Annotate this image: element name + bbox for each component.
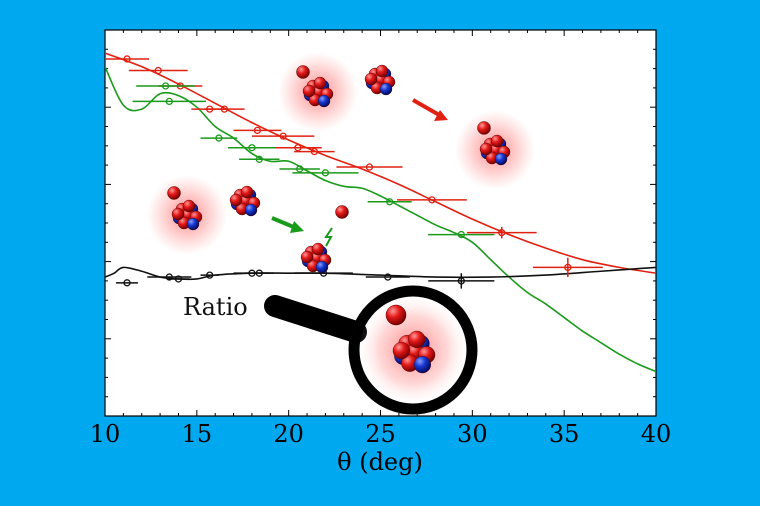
red-data-point bbox=[498, 228, 506, 237]
data-points bbox=[105, 55, 603, 289]
nucleus-icon bbox=[392, 330, 436, 374]
neutron-icon bbox=[244, 203, 258, 217]
green-data-point bbox=[321, 169, 330, 177]
spark-icon bbox=[324, 227, 333, 247]
nucleus-icon bbox=[229, 185, 261, 217]
green-data-point bbox=[296, 165, 304, 173]
black-data-point bbox=[174, 275, 183, 283]
proton-icon bbox=[171, 207, 185, 221]
x-tick-label: 20 bbox=[273, 420, 304, 448]
proton-icon bbox=[375, 64, 389, 78]
x-tick-label: 40 bbox=[641, 420, 672, 448]
x-tick-label: 35 bbox=[549, 420, 580, 448]
proton-icon bbox=[296, 65, 310, 79]
neutron-icon bbox=[413, 356, 431, 374]
black-data-point bbox=[165, 273, 173, 281]
green-data-point bbox=[165, 97, 173, 106]
nucleus-icon bbox=[455, 110, 535, 190]
neutron-icon bbox=[379, 82, 393, 96]
red-data-point bbox=[294, 144, 302, 152]
nuclei-group bbox=[147, 52, 535, 374]
red-data-point bbox=[428, 196, 436, 204]
nucleus-icon bbox=[147, 175, 227, 255]
proton-icon bbox=[408, 330, 426, 348]
proton-icon bbox=[240, 185, 254, 199]
nucleus-icon bbox=[364, 64, 396, 96]
green-data-point bbox=[161, 82, 170, 90]
black-data-point bbox=[457, 277, 465, 285]
proton-icon bbox=[364, 72, 378, 86]
green-data-point bbox=[255, 155, 263, 163]
black-data-point bbox=[123, 279, 131, 287]
proton-icon bbox=[302, 84, 316, 98]
x-tick-label: 10 bbox=[90, 420, 121, 448]
green-data-point bbox=[248, 144, 256, 152]
green-data-point bbox=[457, 230, 465, 239]
proton-icon bbox=[392, 342, 410, 360]
proton-icon bbox=[490, 134, 504, 148]
proton-icon bbox=[385, 304, 407, 326]
red-data-point bbox=[253, 126, 262, 135]
proton-icon bbox=[167, 186, 181, 200]
illustrations: Ratio bbox=[147, 52, 535, 415]
x-tick-label: 15 bbox=[182, 420, 213, 448]
red-data-point bbox=[154, 66, 162, 75]
black-data-point bbox=[206, 271, 214, 279]
neutron-icon bbox=[315, 260, 329, 274]
arrow-icon bbox=[271, 216, 304, 233]
x-tick-labels: 10 15 20 25 30 35 40 bbox=[90, 420, 672, 448]
ratio-label: Ratio bbox=[183, 293, 248, 321]
proton-icon bbox=[300, 250, 314, 264]
neutron-icon bbox=[317, 94, 331, 108]
red-data-point bbox=[220, 105, 229, 113]
red-data-point bbox=[310, 147, 319, 156]
red-data-point bbox=[123, 55, 131, 63]
proton-icon bbox=[313, 76, 327, 90]
proton-icon bbox=[477, 121, 491, 135]
nucleus-icon bbox=[300, 242, 332, 274]
axis-ticks bbox=[104, 29, 657, 417]
x-tick-label: 30 bbox=[457, 420, 488, 448]
proton-icon bbox=[479, 142, 493, 156]
nucleus-icon bbox=[278, 52, 358, 132]
red-model-curve bbox=[105, 52, 656, 274]
green-data-point bbox=[215, 134, 223, 142]
black-data-point bbox=[255, 269, 263, 277]
neutron-icon bbox=[494, 152, 508, 166]
neutron-icon bbox=[186, 217, 200, 231]
red-data-point bbox=[279, 132, 287, 140]
arrow-icon bbox=[412, 98, 448, 121]
proton-icon bbox=[311, 242, 325, 256]
green-model-curve bbox=[105, 66, 656, 373]
proton-icon bbox=[182, 199, 196, 213]
red-data-point bbox=[564, 263, 572, 272]
x-tick-label: 25 bbox=[365, 420, 396, 448]
proton-icon bbox=[229, 193, 243, 207]
green-data-point bbox=[386, 198, 394, 206]
red-data-point bbox=[365, 163, 374, 171]
proton-icon bbox=[335, 205, 349, 219]
x-axis-label: θ (deg) bbox=[337, 448, 423, 476]
black-data-point bbox=[384, 273, 392, 281]
